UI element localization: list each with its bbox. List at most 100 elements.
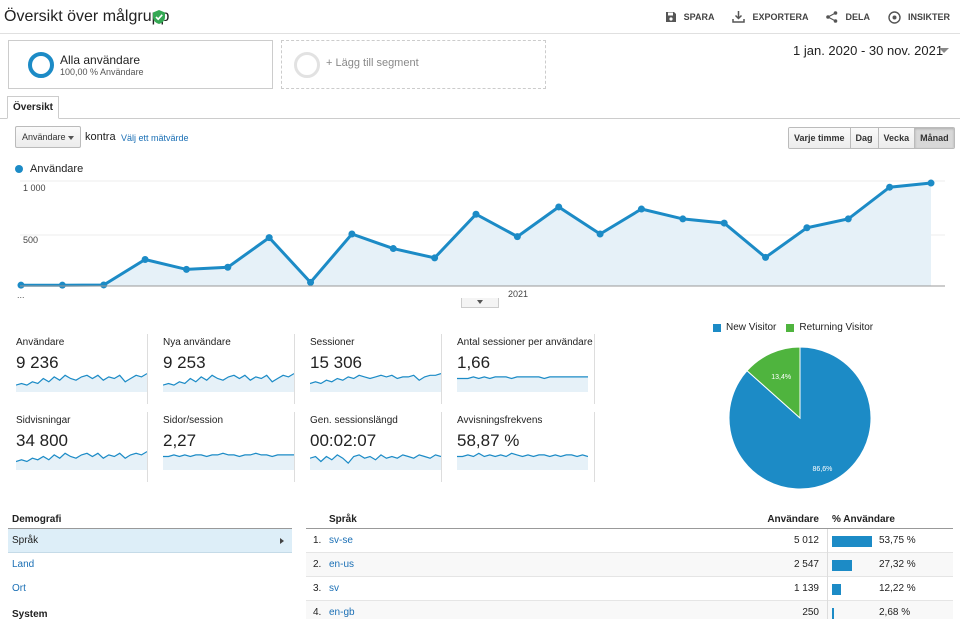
data-point[interactable]	[224, 263, 232, 271]
legend-new-visitor[interactable]: New Visitor	[713, 322, 776, 333]
data-point[interactable]	[803, 224, 811, 232]
data-point[interactable]	[596, 230, 604, 238]
sparkline	[163, 452, 294, 470]
add-segment-button[interactable]: + Lägg till segment	[281, 40, 546, 89]
metric-tile[interactable]: Antal sessioner per användare 1,66	[449, 334, 595, 404]
row-index: 2.	[313, 559, 322, 570]
demographics-item-label: Språk	[12, 535, 39, 546]
segment-all-users[interactable]: Alla användare 100,00 % Användare	[8, 40, 273, 89]
share-bar	[832, 584, 842, 595]
chevron-down-icon[interactable]	[939, 48, 949, 53]
data-point[interactable]	[307, 278, 315, 286]
data-point[interactable]	[389, 245, 397, 253]
insights-button[interactable]: INSIKTER	[888, 10, 950, 24]
date-range-picker[interactable]: 1 jan. 2020 - 30 nov. 2021	[793, 43, 944, 58]
sparkline	[163, 373, 294, 392]
data-point[interactable]	[555, 203, 563, 211]
sparkline-line	[163, 373, 294, 386]
data-point[interactable]	[265, 234, 273, 242]
users-value: 1 139	[793, 583, 819, 594]
sparkline-line	[16, 373, 147, 386]
pie-slice-returning-visitor[interactable]	[746, 346, 801, 420]
legend-returning-visitor[interactable]: Returning Visitor	[786, 322, 873, 333]
empty-segment-ring-icon	[294, 52, 320, 78]
table-header: Språk Användare % Användare	[306, 512, 953, 529]
pick-metric-link[interactable]: Välj ett mätvärde	[121, 133, 189, 143]
metric-label: Sidor/session	[163, 415, 224, 426]
sparkline-area	[457, 376, 588, 392]
legend-label: Returning Visitor	[799, 322, 874, 333]
language-link[interactable]: sv	[329, 583, 339, 594]
sparkline	[457, 376, 588, 392]
metric-value: 58,87 %	[457, 431, 520, 450]
data-point[interactable]	[472, 210, 480, 218]
save-label: SPARA	[683, 12, 715, 22]
column-header-language: Språk	[329, 514, 357, 525]
tab-overview[interactable]: Översikt	[7, 96, 59, 119]
metric-select[interactable]: Användare	[15, 126, 81, 148]
data-point[interactable]	[348, 230, 356, 238]
metric-value: 00:02:07	[310, 431, 377, 450]
metric-label: Gen. sessionslängd	[310, 415, 398, 426]
metric-value: 9 253	[163, 353, 206, 372]
data-point[interactable]	[17, 281, 25, 289]
sparkline-area	[163, 373, 294, 392]
data-point[interactable]	[886, 183, 894, 191]
share-label: DELA	[845, 12, 870, 22]
add-segment-label: + Lägg till segment	[326, 57, 419, 69]
share-button[interactable]: DELA	[826, 11, 870, 23]
language-link[interactable]: en-us	[329, 559, 355, 570]
metric-label: Avvisningsfrekvens	[457, 415, 543, 426]
data-point[interactable]	[679, 215, 687, 223]
data-point[interactable]	[182, 265, 190, 273]
top-bar: Översikt över målgrupp SPARA EXPORTERA D…	[0, 0, 960, 34]
data-point[interactable]	[720, 219, 728, 227]
metric-tile[interactable]: Användare 9 236	[8, 334, 148, 404]
export-button[interactable]: EXPORTERA	[732, 11, 808, 23]
demographics-item-country[interactable]: Land	[12, 559, 35, 570]
metric-tile[interactable]: Sessioner 15 306	[302, 334, 442, 404]
metric-tile[interactable]: Sidor/session 2,27	[155, 412, 295, 482]
language-link[interactable]: sv-se	[329, 535, 353, 546]
data-point[interactable]	[100, 281, 108, 289]
insights-label: INSIKTER	[907, 12, 950, 22]
metric-tile[interactable]: Gen. sessionslängd 00:02:07	[302, 412, 442, 482]
metric-tile[interactable]: Nya användare 9 253	[155, 334, 295, 404]
users-value: 2 547	[793, 559, 819, 570]
legend-swatch	[15, 165, 23, 173]
save-button[interactable]: SPARA	[665, 11, 715, 23]
export-icon	[732, 11, 746, 23]
data-point[interactable]	[513, 233, 521, 241]
granularity-month-button[interactable]: Månad	[915, 128, 954, 148]
data-point[interactable]	[762, 253, 770, 261]
data-point[interactable]	[637, 205, 645, 213]
metric-label: Sidvisningar	[16, 415, 71, 426]
data-point[interactable]	[58, 281, 66, 289]
verified-shield-icon	[153, 10, 165, 24]
data-point[interactable]	[844, 215, 852, 223]
sparkline-area	[310, 454, 441, 470]
sparkline	[310, 373, 441, 392]
y-tick-label: 500	[23, 235, 38, 245]
expand-chart-toggle[interactable]	[461, 298, 499, 308]
segment-ring-icon	[28, 52, 54, 78]
data-point[interactable]	[141, 255, 149, 263]
row-index: 3.	[313, 583, 322, 594]
sparkline-line	[163, 452, 294, 458]
metric-tile[interactable]: Sidvisningar 34 800	[8, 412, 148, 482]
granularity-day-button[interactable]: Dag	[850, 128, 879, 148]
demographics-item-city[interactable]: Ort	[12, 583, 26, 594]
metric-value: 15 306	[310, 353, 362, 372]
data-point[interactable]	[431, 254, 439, 262]
metric-tile[interactable]: Avvisningsfrekvens 58,87 %	[449, 412, 595, 482]
data-point[interactable]	[927, 179, 935, 187]
granularity-hourly-button[interactable]: Varje timme	[789, 128, 851, 148]
granularity-week-button[interactable]: Vecka	[878, 128, 916, 148]
demographics-item-language[interactable]: Språk	[8, 529, 292, 553]
cell-divider	[827, 601, 828, 619]
share-bar	[832, 536, 873, 547]
insights-icon	[888, 10, 901, 24]
sparkline-area	[163, 453, 294, 470]
area-fill	[21, 183, 931, 286]
language-link[interactable]: en-gb	[329, 607, 355, 618]
